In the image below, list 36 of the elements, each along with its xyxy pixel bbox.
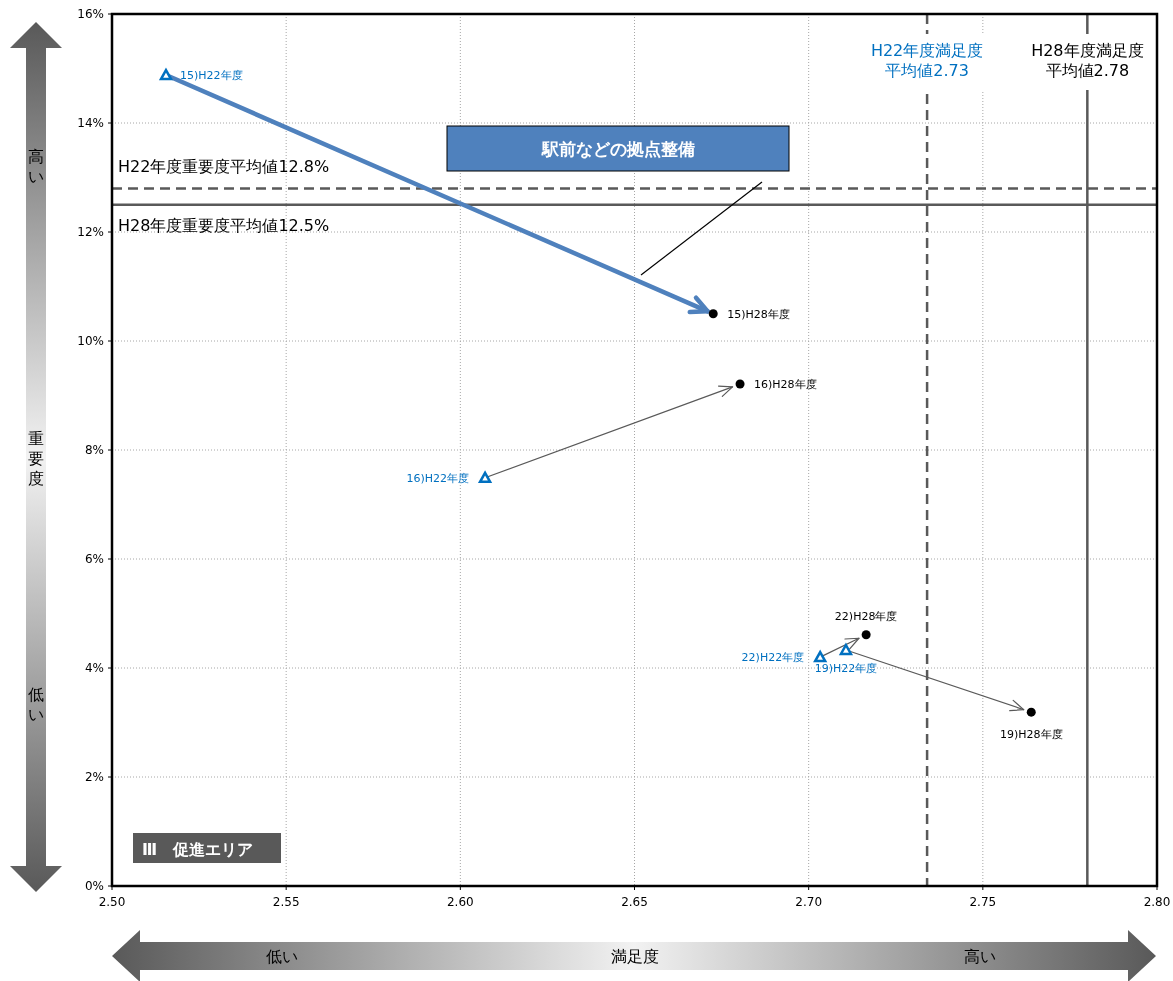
data-label: 22)H22年度 bbox=[741, 651, 805, 665]
data-label: 16)H22年度 bbox=[406, 471, 470, 485]
y-tick-label: 4% bbox=[84, 661, 104, 675]
text: 低い bbox=[266, 947, 298, 966]
ref-line-label: H22年度満足度平均値2.73 bbox=[870, 41, 984, 80]
y-tick-label: 0% bbox=[84, 879, 104, 893]
y-tick-label: 2% bbox=[84, 770, 104, 784]
y-axis-title: 重要度 bbox=[28, 429, 44, 488]
x-axis-title: 満足度 bbox=[611, 947, 659, 966]
y-tick-label: 16% bbox=[77, 7, 104, 21]
ref-line-label: H28年度重要度平均値12.5% bbox=[118, 215, 330, 235]
text: 高い bbox=[964, 947, 996, 966]
annotation: Ⅲ 促進エリア bbox=[142, 840, 254, 859]
data-label: 15)H22年度 bbox=[179, 69, 243, 83]
y-tick-label: 10% bbox=[77, 334, 104, 348]
y-tick-label: 14% bbox=[77, 116, 104, 130]
ref-line-label: H22年度重要度平均値12.8% bbox=[118, 157, 330, 177]
data-label: 15)H28年度 bbox=[727, 307, 790, 321]
x-tick-label: 2.80 bbox=[1143, 895, 1171, 909]
x-tick-label: 2.70 bbox=[795, 895, 823, 909]
data-label: 19)H22年度 bbox=[814, 662, 878, 676]
data-label: 19)H28年度 bbox=[999, 728, 1063, 742]
text: 低い bbox=[28, 685, 44, 724]
y-tick-label: 8% bbox=[84, 443, 104, 457]
x-tick-label: 2.50 bbox=[98, 895, 126, 909]
data-label: 22)H28年度 bbox=[834, 609, 898, 623]
text: 高い bbox=[28, 147, 44, 186]
x-tick-label: 2.75 bbox=[969, 895, 997, 909]
data-label: 16)H28年度 bbox=[754, 378, 817, 392]
ref-line-label: H28年度満足度平均値2.78 bbox=[1031, 41, 1144, 80]
annotation: 駅前などの拠点整備 bbox=[540, 139, 695, 159]
x-tick-label: 2.55 bbox=[272, 895, 300, 909]
y-tick-label: 6% bbox=[84, 552, 104, 566]
x-tick-label: 2.65 bbox=[621, 895, 648, 909]
y-tick-label: 12% bbox=[77, 225, 104, 239]
x-tick-label: 2.60 bbox=[446, 895, 474, 909]
